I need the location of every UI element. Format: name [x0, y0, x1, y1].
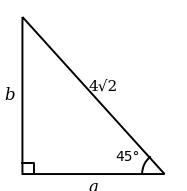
Text: 4√2: 4√2 [89, 80, 118, 94]
Text: a: a [89, 179, 98, 191]
Text: b: b [4, 87, 15, 104]
Text: 45°: 45° [115, 150, 140, 164]
